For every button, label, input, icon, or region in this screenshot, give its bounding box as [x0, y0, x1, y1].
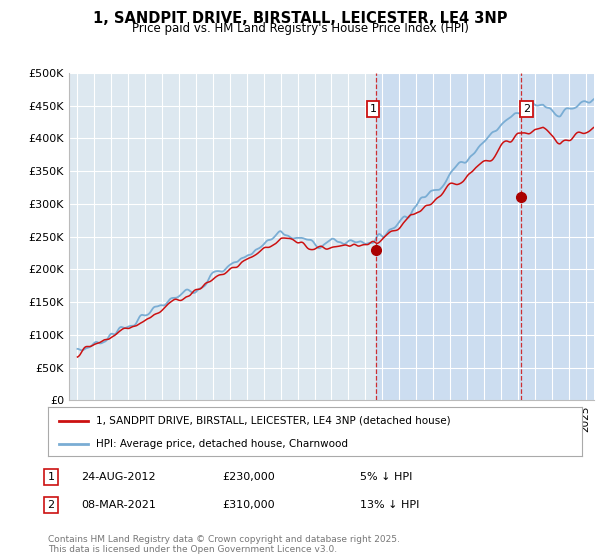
Text: Price paid vs. HM Land Registry's House Price Index (HPI): Price paid vs. HM Land Registry's House … [131, 22, 469, 35]
Text: 1, SANDPIT DRIVE, BIRSTALL, LEICESTER, LE4 3NP: 1, SANDPIT DRIVE, BIRSTALL, LEICESTER, L… [93, 11, 507, 26]
Text: Contains HM Land Registry data © Crown copyright and database right 2025.
This d: Contains HM Land Registry data © Crown c… [48, 535, 400, 554]
Text: 08-MAR-2021: 08-MAR-2021 [81, 500, 156, 510]
Text: 1: 1 [47, 472, 55, 482]
Bar [376, 73, 594, 400]
Text: 5% ↓ HPI: 5% ↓ HPI [360, 472, 412, 482]
Text: HPI: Average price, detached house, Charnwood: HPI: Average price, detached house, Char… [96, 439, 348, 449]
Text: 24-AUG-2012: 24-AUG-2012 [81, 472, 155, 482]
Text: £310,000: £310,000 [222, 500, 275, 510]
Text: 2: 2 [47, 500, 55, 510]
Text: 1: 1 [370, 104, 376, 114]
Text: 1, SANDPIT DRIVE, BIRSTALL, LEICESTER, LE4 3NP (detached house): 1, SANDPIT DRIVE, BIRSTALL, LEICESTER, L… [96, 416, 451, 426]
Text: 13% ↓ HPI: 13% ↓ HPI [360, 500, 419, 510]
Text: £230,000: £230,000 [222, 472, 275, 482]
Text: 2: 2 [523, 104, 530, 114]
